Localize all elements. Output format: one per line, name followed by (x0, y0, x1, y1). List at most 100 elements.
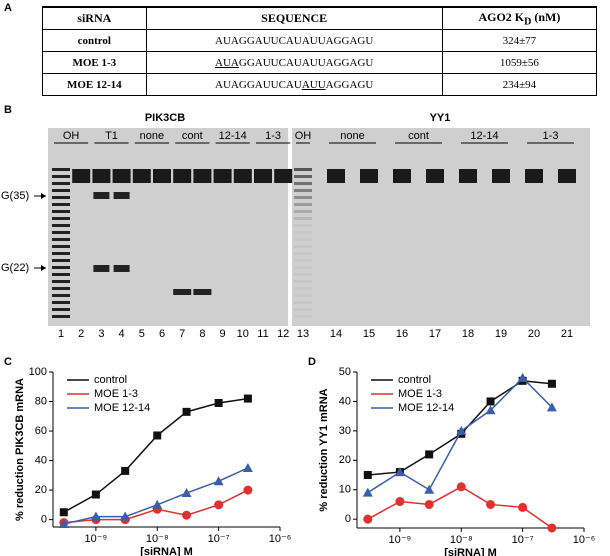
marker (456, 425, 467, 435)
y-tick-label: 40 (35, 454, 47, 466)
marker (395, 497, 405, 507)
header-cell: AGO2 KD (nM) (441, 6, 598, 30)
table-row: MOE 12-14 AUAGGAUUCAUAUUAGGAGU 234±94 (42, 73, 598, 96)
x-tick-label: 10⁻⁸ (146, 533, 169, 545)
gel-band (525, 169, 543, 183)
ladder-band (52, 210, 70, 213)
ladder-band (294, 182, 312, 185)
kd-value: 324±77 (441, 29, 598, 52)
x-tick-label: 10⁻⁷ (208, 533, 230, 545)
marker (363, 471, 372, 480)
gel-band (93, 192, 110, 199)
marker (547, 523, 557, 533)
y-tick-label: 40 (339, 395, 351, 407)
gel-band (112, 169, 131, 183)
y-tick-label: 100 (29, 366, 47, 378)
y-axis-label: % reduction YY1 mRNA (318, 388, 330, 511)
size-marker: G(22) (1, 262, 29, 274)
lane-number: 1 (58, 328, 64, 340)
gel-band (274, 169, 293, 183)
marker (424, 499, 434, 509)
ladder-band (294, 301, 312, 304)
header-cell: siRNA (42, 6, 147, 30)
y-tick-label: 10 (339, 484, 351, 496)
kd-value: 1059±56 (441, 51, 598, 74)
series-line (63, 397, 249, 513)
gel-band (92, 169, 111, 183)
ladder-band (294, 252, 312, 255)
lane-number: 5 (139, 328, 145, 340)
sequence-part: AUAGGAUUCAU (215, 78, 302, 91)
ladder-band (52, 196, 70, 199)
ladder-band (52, 182, 70, 185)
ladder-band (52, 266, 70, 269)
table-row: MOE 1-3 AUAGGAUUCAUAUUAGGAGU 1059±56 (42, 51, 598, 74)
gel-band (173, 289, 192, 295)
lane-number: 16 (396, 328, 408, 340)
lane-number: 17 (429, 328, 441, 340)
lane-label: 12-14 (470, 130, 498, 142)
marker (546, 402, 557, 412)
gel-band (254, 169, 272, 183)
arrow-head (41, 193, 46, 199)
sequence-cell: AUAGGAUUCAUAUUAGGAGU (145, 51, 443, 74)
ladder-band (294, 189, 312, 192)
x-tick-label: 10⁻⁹ (389, 534, 412, 546)
ladder-band (294, 175, 312, 178)
ladder-band (52, 238, 70, 241)
sirna-name: MOE 1-3 (42, 51, 147, 74)
lane-label: cont (182, 130, 203, 142)
sequence-part: GGAUUCAUAUUAGGAGU (238, 56, 374, 69)
legend-label: MOE 12-14 (398, 402, 454, 414)
lane-label: 1-3 (543, 130, 559, 142)
marker (182, 407, 191, 416)
gel-band (233, 169, 252, 183)
lane-label: none (140, 130, 164, 142)
x-tick-label: 10⁻⁶ (573, 534, 596, 546)
x-tick-label: 10⁻⁶ (269, 533, 292, 545)
gel-band (132, 169, 151, 183)
lane-label: OH (63, 130, 80, 142)
marker (486, 397, 495, 406)
marker (120, 511, 131, 521)
y-tick-label: 30 (339, 425, 351, 437)
header-text: (nM) (531, 9, 561, 24)
ladder-band (52, 224, 70, 227)
x-axis-label: [siRNA] M (444, 547, 497, 556)
gel-band (153, 169, 171, 183)
ladder-band (52, 217, 70, 220)
gel-band (113, 265, 130, 272)
marker (518, 502, 528, 512)
ladder-band (294, 266, 312, 269)
sirna-name: MOE 12-14 (42, 73, 147, 96)
sequence-cell: AUAGGAUUCAUAUUAGGAGU (145, 73, 443, 96)
ladder-band (52, 203, 70, 206)
y-tick-label: 20 (35, 484, 47, 496)
gel-band (327, 169, 345, 183)
header-cell: SEQUENCE (145, 6, 443, 30)
ladder-band (52, 301, 70, 304)
lane-number: 13 (297, 328, 309, 340)
gel-band (113, 192, 130, 199)
gel-band (213, 169, 232, 183)
sirna-name: control (42, 29, 147, 52)
ladder-band (52, 259, 70, 262)
marker (242, 462, 253, 472)
gel-band (393, 169, 411, 183)
lane-number: 7 (179, 328, 185, 340)
legend-label: control (94, 374, 127, 386)
marker (153, 431, 162, 440)
marker (547, 379, 556, 388)
marker (485, 405, 496, 415)
lane-number: 12 (277, 328, 289, 340)
ladder-band (52, 252, 70, 255)
ladder-band (52, 294, 70, 297)
ladder-band (52, 280, 70, 283)
series-line (367, 380, 552, 476)
lane-number: 14 (330, 328, 342, 340)
sequence-part: AGGAGU (325, 78, 374, 91)
ladder-band (294, 280, 312, 283)
header-row: siRNA SEQUENCE AGO2 KD (nM) (42, 6, 598, 30)
gel-band (558, 169, 576, 183)
y-tick-label: 0 (41, 514, 47, 526)
